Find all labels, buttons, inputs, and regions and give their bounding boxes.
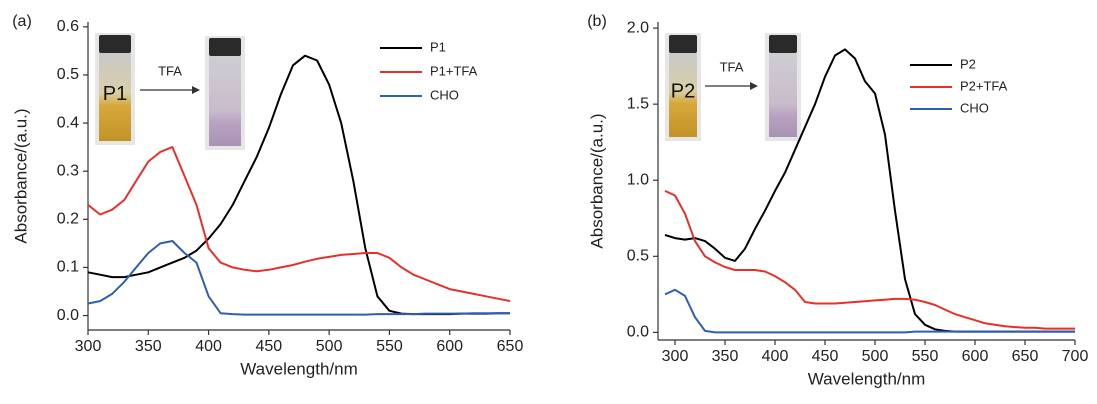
y-tick-label: 0.5 [57,66,79,83]
x-tick-label: 550 [912,348,939,365]
vial-after-cap [209,38,241,56]
x-tick-label: 500 [316,338,343,355]
legend-label: P1+TFA [430,63,478,78]
vial-before-cap [99,35,131,53]
x-tick-label: 600 [962,348,989,365]
y-tick-label: 0.3 [57,162,79,179]
inset-label: TFA [158,63,182,78]
y-axis-label: Absorbance/(a.u.) [587,113,606,248]
legend-label: CHO [960,100,989,115]
y-tick-label: 2.0 [627,19,649,36]
x-tick-label: 500 [862,348,889,365]
x-tick-label: 300 [662,348,689,365]
vial-before-cap [669,35,697,53]
x-tick-label: 350 [712,348,739,365]
x-axis-label: Wavelength/nm [240,359,357,378]
x-tick-label: 400 [195,338,222,355]
panel-label: (a) [12,13,32,30]
vial-after-cap [769,35,797,53]
legend-label: P1 [430,39,446,54]
y-axis-label: Absorbance/(a.u.) [11,108,30,243]
legend-label: P2 [960,56,976,71]
x-tick-label: 650 [497,338,524,355]
inset-label: P2 [671,81,695,103]
vial-after-body [769,53,797,137]
x-tick-label: 450 [812,348,839,365]
series-line [87,240,510,316]
x-tick-label: 650 [1012,348,1039,365]
x-tick-label: 550 [376,338,403,355]
arrow-head [750,82,758,90]
series-line [664,288,1075,334]
x-tick-label: 700 [1062,348,1089,365]
y-tick-label: 0.0 [627,324,649,341]
x-tick-label: 450 [256,338,283,355]
y-tick-label: 0.1 [57,259,79,276]
y-tick-label: 0.0 [57,307,79,324]
legend-label: P2+TFA [960,78,1008,93]
x-axis-label: Wavelength/nm [808,369,925,388]
legend-label: CHO [430,87,459,102]
y-tick-label: 0.4 [57,114,79,131]
inset-label: TFA [720,59,744,74]
series-line [664,48,1075,333]
inset-label: P1 [103,83,127,105]
series-line [664,189,1075,330]
x-tick-label: 400 [762,348,789,365]
y-tick-label: 0.2 [57,211,79,228]
panel-label: (b) [587,13,607,30]
y-tick-label: 1.0 [627,171,649,188]
y-tick-label: 0.5 [627,248,649,265]
x-tick-label: 300 [75,338,102,355]
vial-after-body [209,56,241,146]
x-tick-label: 350 [135,338,162,355]
vial-before-body [99,53,131,141]
series-line [87,146,511,303]
y-tick-label: 0.6 [57,18,79,35]
y-tick-label: 1.5 [627,95,649,112]
x-tick-label: 600 [436,338,463,355]
vial-before-body [669,53,697,137]
arrow-head [192,86,200,94]
